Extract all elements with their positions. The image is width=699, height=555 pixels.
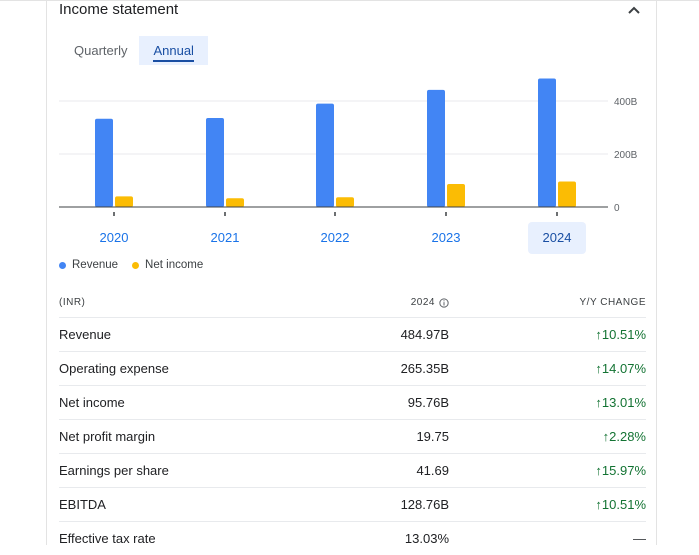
row-label: Net profit margin <box>59 429 156 444</box>
row-label: Revenue <box>59 327 112 342</box>
chart-legend: Revenue Net income <box>59 259 217 271</box>
bar-net-income-2024 <box>558 181 576 207</box>
change-value: 2.28% <box>609 429 646 444</box>
year-button-2024[interactable]: 2024 <box>528 222 586 254</box>
row-change: ↑10.51% <box>449 497 646 512</box>
tab-quarterly[interactable]: Quarterly <box>74 43 128 58</box>
y-tick-label: 0 <box>614 203 620 214</box>
arrow-up-icon: ↑ <box>595 395 602 410</box>
legend-revenue: Revenue <box>59 259 118 271</box>
legend-net-income: Net income <box>132 259 203 271</box>
change-value: 15.97% <box>601 463 646 478</box>
row-label: Earnings per share <box>59 463 169 478</box>
row-change: ↑2.28% <box>449 429 646 444</box>
active-tab-indicator <box>153 60 194 62</box>
row-change: ↑14.07% <box>449 361 646 376</box>
row-change: ↑10.51% <box>449 327 646 342</box>
header-currency: (INR) <box>59 297 86 308</box>
table-row: Net profit margin 19.75 ↑2.28% <box>59 420 646 454</box>
arrow-up-icon: ↑ <box>595 327 602 342</box>
row-label: Operating expense <box>59 361 169 376</box>
header-divider <box>0 0 699 1</box>
legend-revenue-label: Revenue <box>72 259 119 271</box>
year-button-2020[interactable]: 2020 <box>99 230 129 245</box>
legend-net-income-dot <box>132 261 140 269</box>
row-label: EBITDA <box>59 497 106 512</box>
row-value: 41.69 <box>416 463 449 478</box>
arrow-up-icon: ↑ <box>595 463 602 478</box>
row-value: 484.97B <box>400 327 449 342</box>
chevron-up-icon[interactable] <box>626 3 642 19</box>
year-button-2021[interactable]: 2021 <box>210 230 240 245</box>
y-tick-label: 200B <box>614 150 638 161</box>
bar-net-income-2023 <box>447 183 465 207</box>
table-body: Revenue 484.97B ↑10.51% Operating expense 26… <box>59 318 646 555</box>
bar-revenue-2022 <box>316 103 334 207</box>
arrow-up-icon: ↑ <box>595 361 602 376</box>
change-value: 10.51% <box>601 497 646 512</box>
change-value: 14.07% <box>601 361 646 376</box>
table-row: EBITDA 128.76B ↑10.51% <box>59 488 646 522</box>
financials-table: (INR) 2024 Y/Y CHANGE Revenue 484.97B ↑10.… <box>59 288 646 555</box>
header-yoy-change: Y/Y CHANGE <box>579 297 646 308</box>
bar-revenue-2024 <box>538 78 556 207</box>
bar-revenue-2020 <box>95 118 113 207</box>
arrow-up-icon: ↑ <box>595 497 602 512</box>
change-value: 10.51% <box>601 327 646 342</box>
year-button-2022[interactable]: 2022 <box>320 230 350 245</box>
legend-net-income-label: Net income <box>145 259 204 271</box>
y-tick-label: 400B <box>614 97 638 108</box>
header-year-label: 2024 <box>410 297 435 308</box>
tab-annual[interactable]: Annual <box>139 36 208 65</box>
info-icon[interactable] <box>439 297 449 308</box>
card-title: Income statement <box>59 1 179 18</box>
row-value: 265.35B <box>400 361 449 376</box>
bar-net-income-2020 <box>115 196 133 207</box>
row-value: 19.75 <box>416 429 449 444</box>
table-row: Revenue 484.97B ↑10.51% <box>59 318 646 352</box>
period-tabs: Quarterly Annual <box>62 36 208 65</box>
change-value: 13.01% <box>601 395 646 410</box>
row-change: ↑13.01% <box>449 395 646 410</box>
table-row: Operating expense 265.35B ↑14.07% <box>59 352 646 386</box>
table-row: Earnings per share 41.69 ↑15.97% <box>59 454 646 488</box>
row-value: 128.76B <box>400 497 449 512</box>
table-row: Effective tax rate 13.03% — <box>59 522 646 555</box>
row-label: Effective tax rate <box>59 531 156 546</box>
table-row: Net income 95.76B ↑13.01% <box>59 386 646 420</box>
bar-net-income-2021 <box>226 198 244 207</box>
bar-revenue-2023 <box>427 89 445 207</box>
row-value: 95.76B <box>407 395 449 410</box>
income-bar-chart: 0 200B 400B <box>59 78 638 216</box>
legend-revenue-dot <box>59 261 66 269</box>
year-button-2023[interactable]: 2023 <box>431 230 461 245</box>
row-label: Net income <box>59 395 125 410</box>
table-header: (INR) 2024 Y/Y CHANGE <box>59 288 646 318</box>
row-change: — <box>633 531 646 546</box>
bar-revenue-2021 <box>206 117 224 207</box>
header-year: 2024 <box>329 297 449 308</box>
arrow-up-icon: ↑ <box>602 429 610 444</box>
tab-annual-label: Annual <box>153 43 194 58</box>
bar-net-income-2022 <box>336 197 354 207</box>
row-value: 13.03% <box>404 531 449 546</box>
row-change: ↑15.97% <box>449 463 646 478</box>
